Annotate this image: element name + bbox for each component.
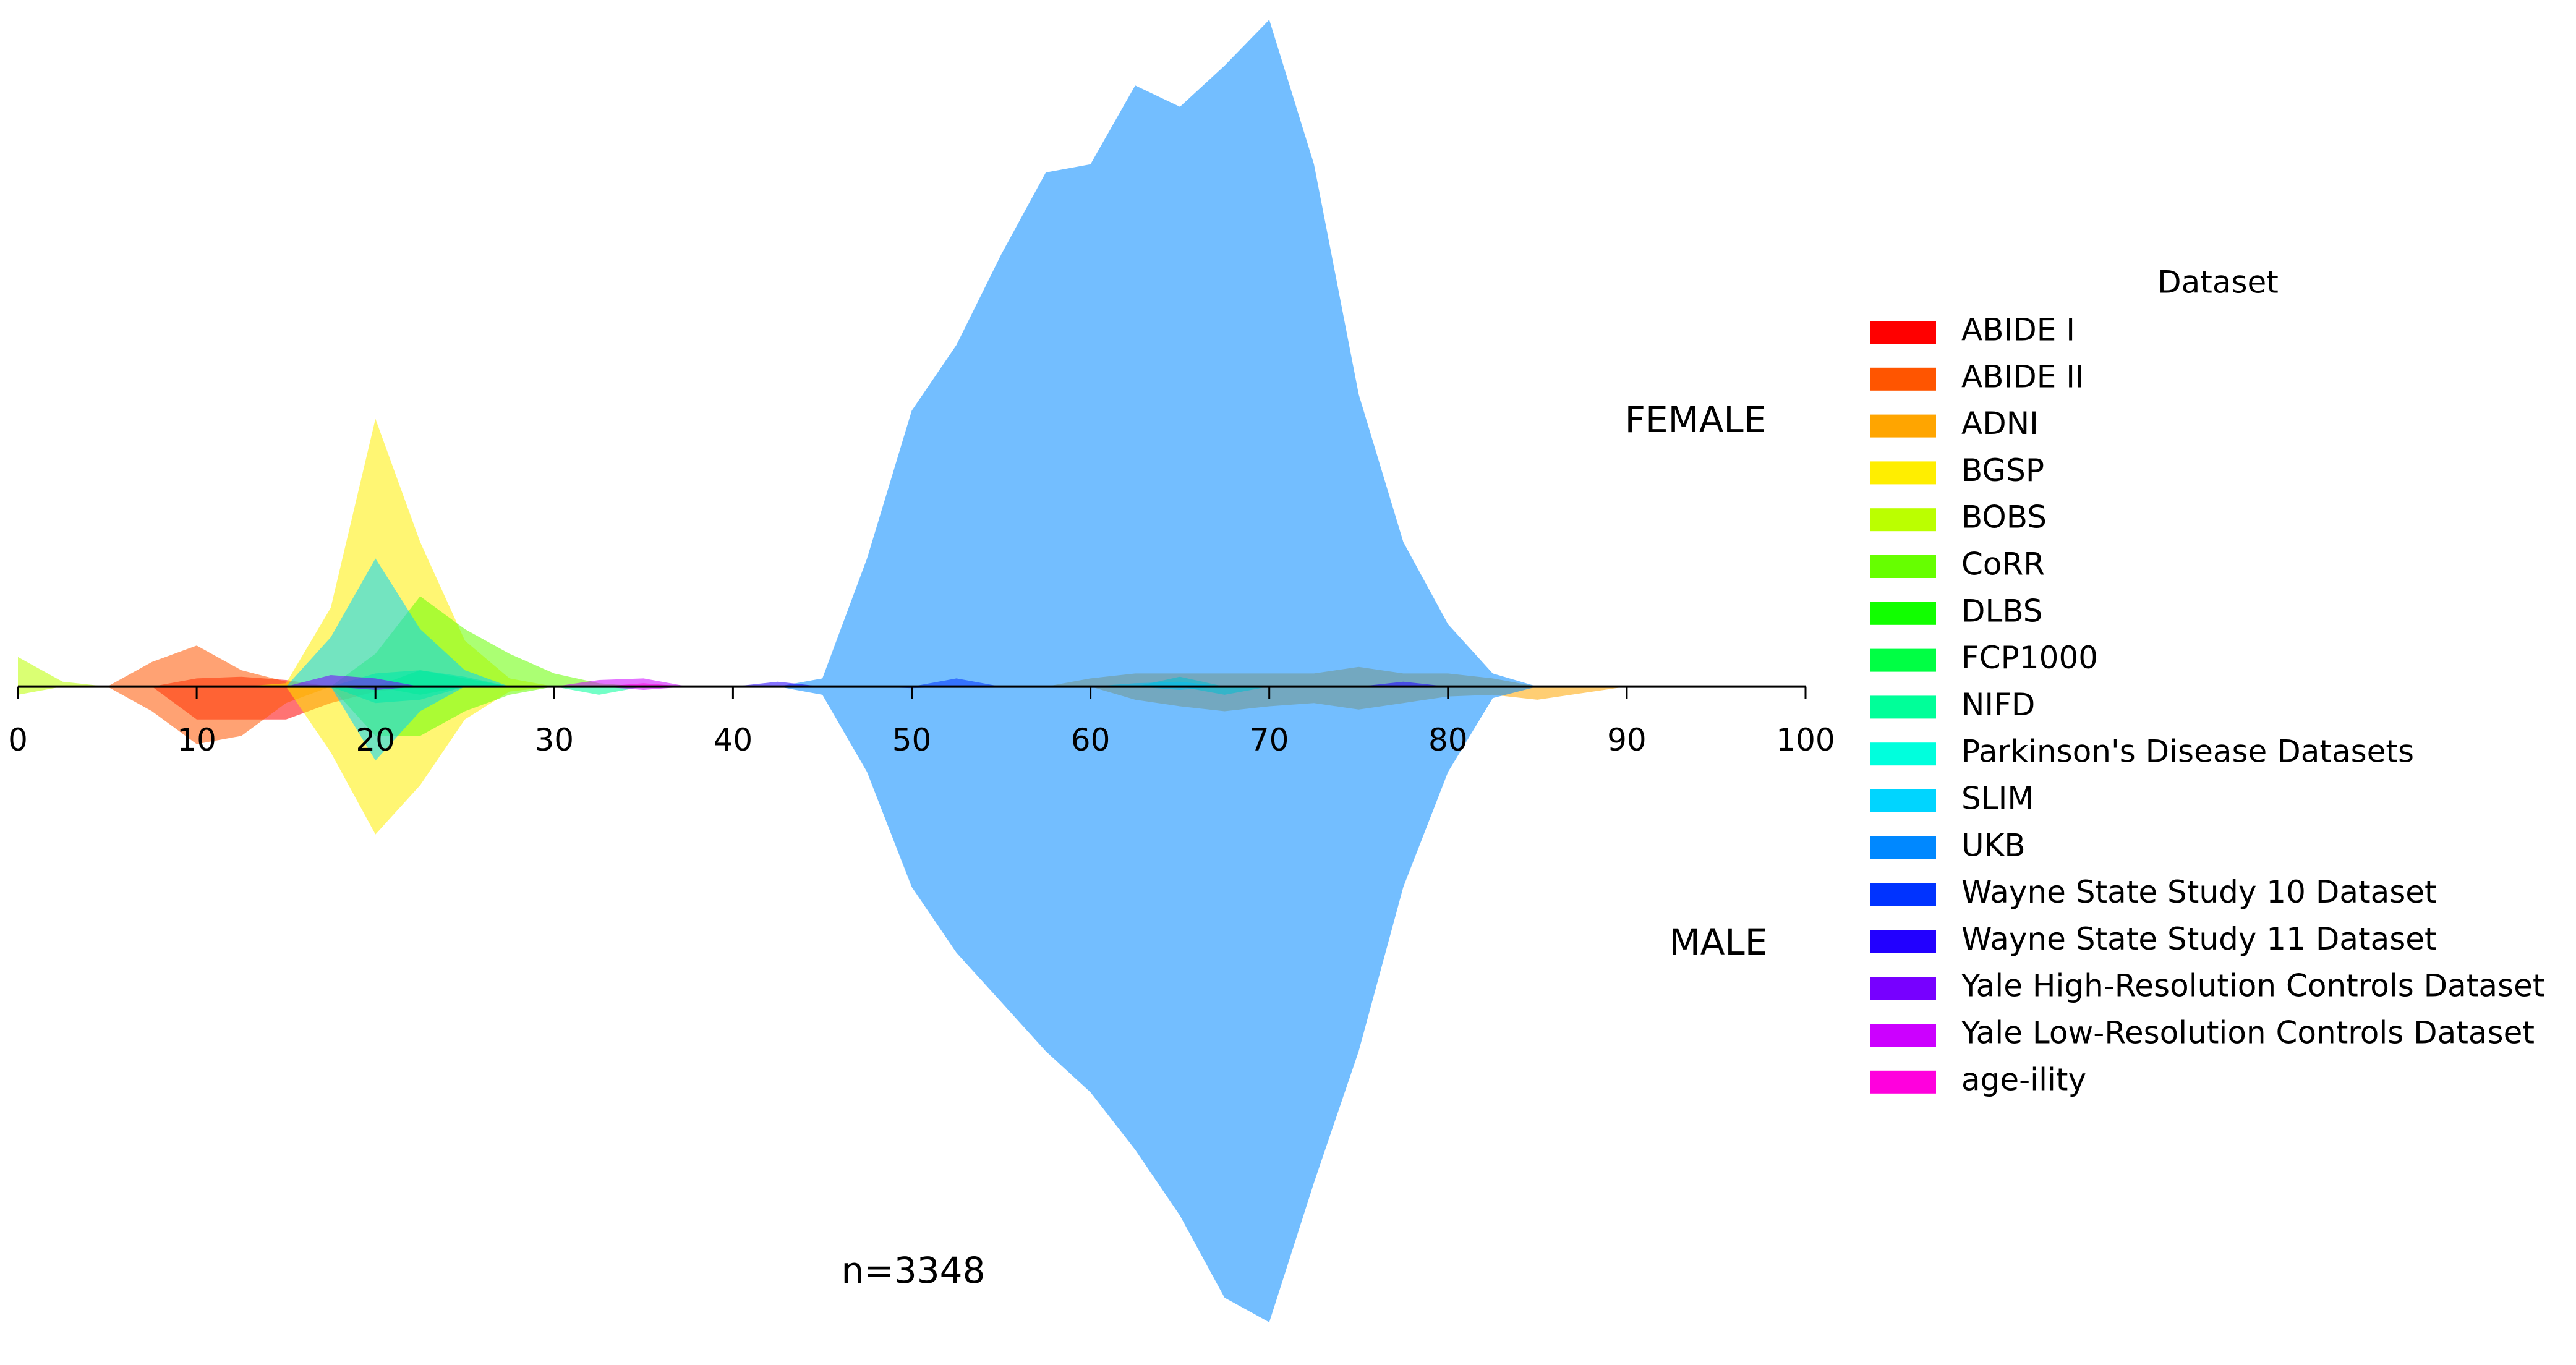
male-area xyxy=(18,686,1806,1322)
lower-label: MALE xyxy=(1670,921,1768,963)
legend-swatch xyxy=(1870,836,1936,859)
x-tick-label: 20 xyxy=(356,722,395,758)
legend-label: Wayne State Study 10 Dataset xyxy=(1961,874,2437,910)
legend-label: ADNI xyxy=(1961,406,2039,441)
legend-label: DLBS xyxy=(1961,593,2043,629)
legend-label: UKB xyxy=(1961,827,2026,863)
legend-swatch xyxy=(1870,508,1936,532)
legend-label: age-ility xyxy=(1961,1061,2086,1097)
legend-swatch xyxy=(1870,648,1936,672)
female-area xyxy=(18,645,1806,687)
x-tick-label: 30 xyxy=(534,722,574,758)
legend-label: Yale Low-Resolution Controls Dataset xyxy=(1961,1015,2535,1051)
legend-label: NIFD xyxy=(1961,687,2035,723)
legend-swatch xyxy=(1870,789,1936,812)
legend-label: CoRR xyxy=(1961,546,2045,582)
x-tick-label: 70 xyxy=(1250,722,1289,758)
legend-swatch xyxy=(1870,742,1936,766)
legend-swatch xyxy=(1870,367,1936,391)
legend-label: BOBS xyxy=(1961,500,2047,535)
upper-label: FEMALE xyxy=(1625,399,1767,441)
female-area xyxy=(18,675,1806,687)
legend-swatch xyxy=(1870,695,1936,719)
legend-swatch xyxy=(1870,321,1936,344)
x-tick-label: 50 xyxy=(892,722,932,758)
legend: Dataset ABIDE I ABIDE II ADNI BGSP BOBS CoRR D… xyxy=(1870,265,2544,1097)
legend-swatch xyxy=(1870,414,1936,438)
x-tick-label: 100 xyxy=(1776,722,1835,758)
legend-label: SLIM xyxy=(1961,781,2034,817)
legend-swatch xyxy=(1870,977,1936,1000)
legend-swatch xyxy=(1870,930,1936,953)
x-tick-label: 90 xyxy=(1607,722,1647,758)
plot-area xyxy=(18,19,1806,1322)
legend-swatch xyxy=(1870,883,1936,906)
female-area xyxy=(18,419,1806,687)
legend-label: Parkinson's Disease Datasets xyxy=(1961,734,2414,770)
x-tick-label: 40 xyxy=(714,722,753,758)
x-tick-label: 0 xyxy=(8,722,28,758)
legend-swatch xyxy=(1870,1070,1936,1094)
x-tick-label: 60 xyxy=(1071,722,1111,758)
x-axis: 0 10 20 30 40 50 60 70 80 90 100 xyxy=(8,685,1835,758)
legend-swatch xyxy=(1870,555,1936,578)
male-area xyxy=(18,686,1806,736)
legend-title: Dataset xyxy=(2157,265,2279,300)
x-tick-label: 80 xyxy=(1428,722,1468,758)
legend-swatch xyxy=(1870,602,1936,625)
legend-label: ABIDE I xyxy=(1961,312,2075,348)
male-area xyxy=(18,686,1806,761)
legend-swatch xyxy=(1870,1024,1936,1047)
female-area xyxy=(18,19,1806,687)
female-area xyxy=(18,596,1806,687)
legend-label: Wayne State Study 11 Dataset xyxy=(1961,921,2437,957)
legend-label: BGSP xyxy=(1961,453,2044,488)
legend-label: Yale High-Resolution Controls Dataset xyxy=(1961,968,2544,1004)
sample-size: n=3348 xyxy=(842,1249,986,1291)
legend-label: FCP1000 xyxy=(1961,640,2098,676)
legend-label: ABIDE II xyxy=(1961,359,2084,394)
legend-swatch xyxy=(1870,461,1936,485)
x-tick-label: 10 xyxy=(177,722,216,758)
female-area xyxy=(18,558,1806,687)
